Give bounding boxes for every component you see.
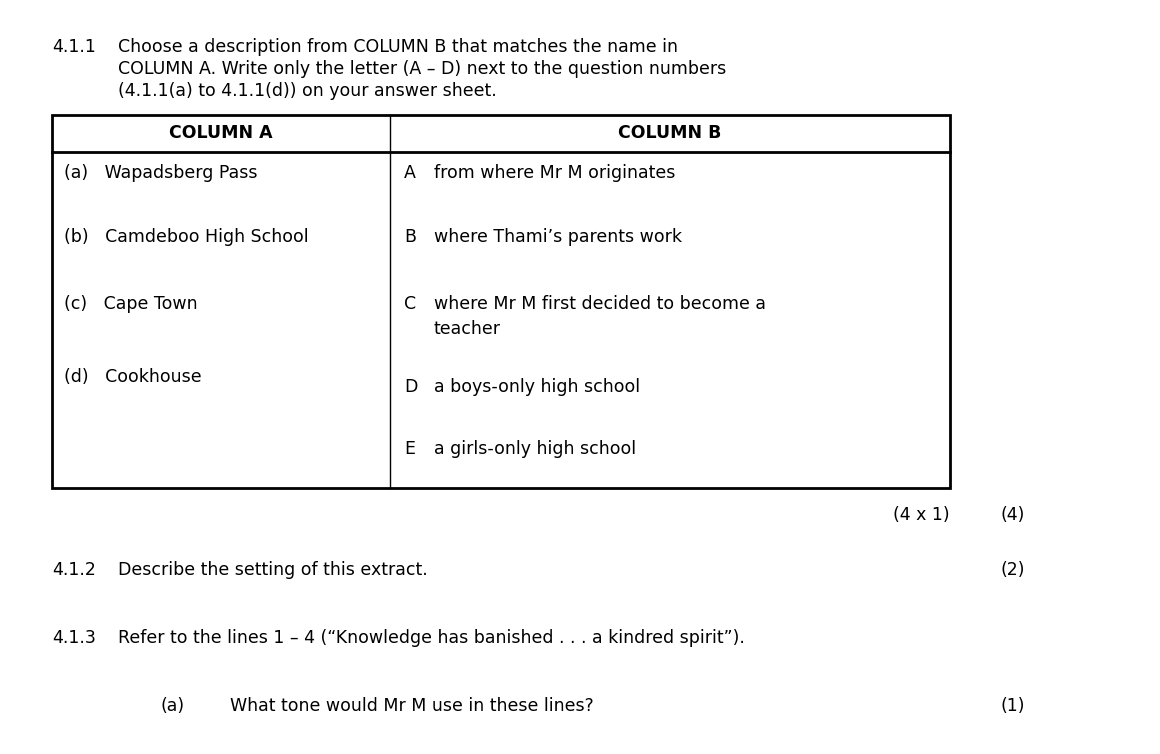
Text: a boys-only high school: a boys-only high school (434, 378, 640, 396)
Bar (52, 115, 950, 488)
Text: C: C (404, 295, 416, 313)
Text: Refer to the lines 1 – 4 (“Knowledge has banished . . . a kindred spirit”).: Refer to the lines 1 – 4 (“Knowledge has… (118, 629, 745, 647)
Text: (4 x 1): (4 x 1) (893, 506, 950, 524)
Text: (a): (a) (160, 697, 184, 715)
Text: (a)   Wapadsberg Pass: (a) Wapadsberg Pass (64, 164, 258, 182)
Text: COLUMN A: COLUMN A (169, 124, 273, 143)
Text: (c)   Cape Town: (c) Cape Town (64, 295, 197, 313)
Text: What tone would Mr M use in these lines?: What tone would Mr M use in these lines? (230, 697, 594, 715)
Text: (1): (1) (1000, 697, 1025, 715)
Text: where Mr M first decided to become a
teacher: where Mr M first decided to become a tea… (434, 295, 766, 338)
Text: a girls-only high school: a girls-only high school (434, 440, 636, 458)
Text: COLUMN B: COLUMN B (618, 124, 722, 143)
Text: 4.1.3: 4.1.3 (52, 629, 96, 647)
Text: Describe the setting of this extract.: Describe the setting of this extract. (118, 561, 428, 579)
Text: from where Mr M originates: from where Mr M originates (434, 164, 675, 182)
Text: E: E (404, 440, 415, 458)
Text: 4.1.1: 4.1.1 (52, 38, 96, 56)
Text: B: B (404, 228, 416, 246)
Text: A: A (404, 164, 416, 182)
Text: (d)   Cookhouse: (d) Cookhouse (64, 368, 202, 386)
Text: (2): (2) (1000, 561, 1025, 579)
Text: where Thami’s parents work: where Thami’s parents work (434, 228, 682, 246)
Text: 4.1.2: 4.1.2 (52, 561, 96, 579)
Text: Choose a description from COLUMN B that matches the name in: Choose a description from COLUMN B that … (118, 38, 677, 56)
Text: D: D (404, 378, 418, 396)
Text: (4): (4) (1001, 506, 1025, 524)
Text: (4.1.1(a) to 4.1.1(d)) on your answer sheet.: (4.1.1(a) to 4.1.1(d)) on your answer sh… (118, 82, 496, 100)
Text: (b)   Camdeboo High School: (b) Camdeboo High School (64, 228, 309, 246)
Text: COLUMN A. Write only the letter (A – D) next to the question numbers: COLUMN A. Write only the letter (A – D) … (118, 60, 726, 78)
